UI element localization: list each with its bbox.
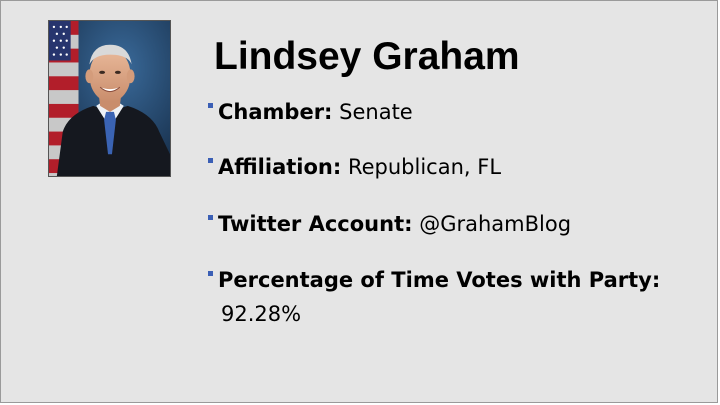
- bullet-affiliation: Affiliation: Republican, FL: [208, 152, 501, 182]
- bullet-label: Chamber:: [218, 100, 333, 124]
- portrait-photo: [48, 20, 171, 177]
- bullet-marker: [208, 158, 213, 163]
- slide-title: Lindsey Graham: [214, 35, 520, 78]
- bullet-marker: [208, 215, 213, 220]
- bullet-marker: [208, 271, 213, 276]
- bullet-label: Affiliation:: [218, 155, 342, 179]
- bullet-value: @GrahamBlog: [419, 212, 572, 236]
- bullet-chamber: Chamber: Senate: [208, 97, 413, 127]
- bullet-twitter-account: Twitter Account: @GrahamBlog: [208, 209, 571, 239]
- bullet-value: Republican, FL: [347, 155, 502, 179]
- bullet-marker: [208, 103, 213, 108]
- bullet-label: Twitter Account:: [218, 212, 413, 236]
- bullet-value: Senate: [339, 100, 413, 124]
- bullet-party-vote-percentage: Percentage of Time Votes with Party:: [208, 265, 660, 295]
- bullet-value-party-vote-percentage: 92.28%: [221, 302, 302, 326]
- bullet-label: Percentage of Time Votes with Party:: [218, 268, 661, 292]
